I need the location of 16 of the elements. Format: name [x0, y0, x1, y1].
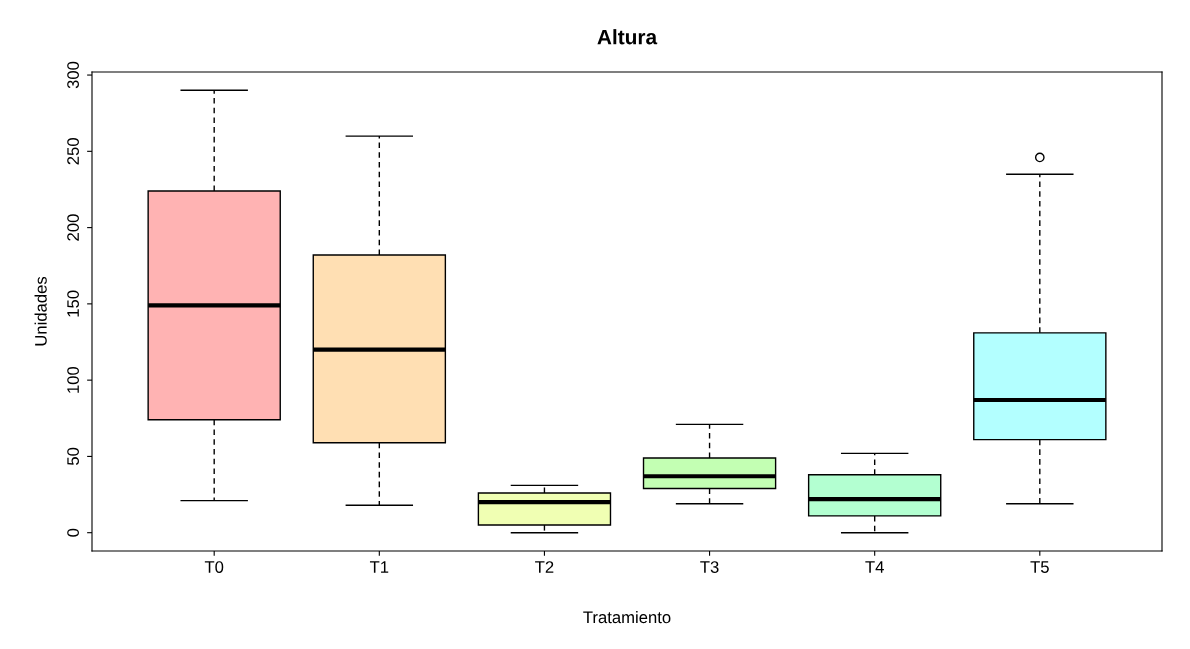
x-tick-label: T2	[535, 561, 554, 573]
x-tick-label: T3	[700, 561, 719, 573]
x-tick-label: T4	[865, 561, 884, 573]
y-tick-label: 150	[67, 290, 79, 317]
y-tick-label: 200	[67, 214, 79, 241]
y-tick-label: 300	[67, 61, 79, 89]
x-axis-title: Tratamiento	[583, 610, 671, 624]
x-tick-label: T5	[1030, 561, 1049, 573]
y-tick-label: 0	[67, 528, 79, 537]
y-tick-label: 250	[67, 138, 79, 165]
y-axis-title: Unidades	[34, 276, 47, 346]
x-tick-label: T0	[204, 561, 224, 573]
x-tick-label: T1	[369, 561, 389, 573]
y-tick-label: 50	[67, 447, 79, 466]
y-tick-label: 100	[67, 366, 79, 393]
chart-title: Altura	[597, 29, 658, 45]
